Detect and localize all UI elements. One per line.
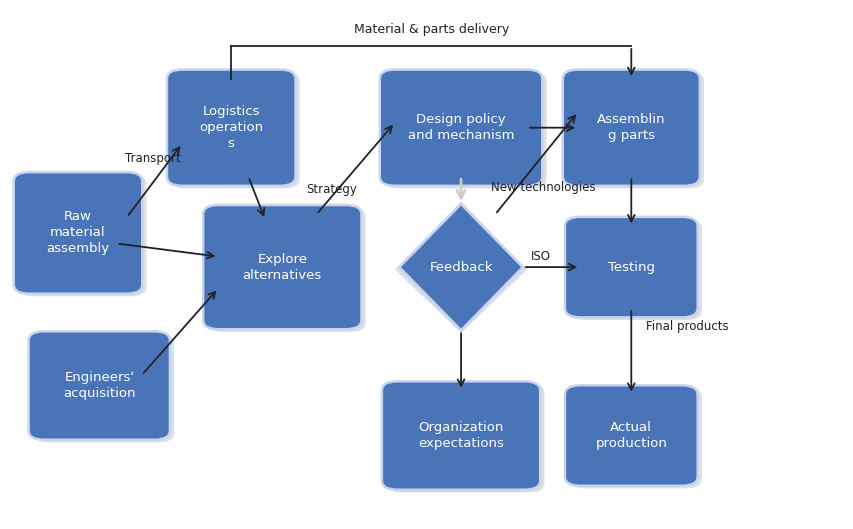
- Text: Strategy: Strategy: [305, 184, 357, 196]
- Text: Actual
production: Actual production: [595, 421, 666, 450]
- Text: Material & parts delivery: Material & parts delivery: [353, 23, 508, 35]
- FancyBboxPatch shape: [564, 217, 697, 317]
- Text: Raw
material
assembly: Raw material assembly: [46, 211, 109, 256]
- Text: Testing: Testing: [607, 261, 654, 273]
- FancyBboxPatch shape: [562, 69, 699, 186]
- Text: ISO: ISO: [531, 250, 550, 263]
- FancyBboxPatch shape: [568, 220, 701, 320]
- FancyBboxPatch shape: [380, 69, 542, 186]
- FancyBboxPatch shape: [384, 72, 546, 188]
- FancyBboxPatch shape: [29, 331, 170, 440]
- Polygon shape: [399, 204, 522, 330]
- Text: Feedback: Feedback: [429, 261, 492, 273]
- FancyBboxPatch shape: [18, 175, 147, 296]
- Text: Assemblin
g parts: Assemblin g parts: [596, 113, 664, 142]
- FancyBboxPatch shape: [207, 208, 365, 332]
- FancyBboxPatch shape: [33, 334, 174, 442]
- Text: Explore
alternatives: Explore alternatives: [242, 253, 322, 281]
- FancyBboxPatch shape: [568, 388, 701, 488]
- FancyBboxPatch shape: [566, 72, 703, 188]
- FancyBboxPatch shape: [171, 72, 299, 188]
- Text: New technologies: New technologies: [490, 181, 595, 194]
- Text: Engineers'
acquisition: Engineers' acquisition: [63, 371, 136, 400]
- Text: Logistics
operation
s: Logistics operation s: [199, 105, 263, 150]
- FancyBboxPatch shape: [14, 172, 142, 294]
- FancyBboxPatch shape: [166, 69, 295, 186]
- Text: Final products: Final products: [645, 320, 728, 333]
- Text: Transport: Transport: [125, 152, 180, 165]
- Text: Design policy
and mechanism: Design policy and mechanism: [408, 113, 514, 142]
- FancyBboxPatch shape: [203, 205, 361, 329]
- Text: Organization
expectations: Organization expectations: [418, 421, 503, 450]
- FancyBboxPatch shape: [386, 384, 544, 492]
- Polygon shape: [395, 202, 526, 333]
- FancyBboxPatch shape: [381, 381, 540, 490]
- FancyBboxPatch shape: [564, 385, 697, 486]
